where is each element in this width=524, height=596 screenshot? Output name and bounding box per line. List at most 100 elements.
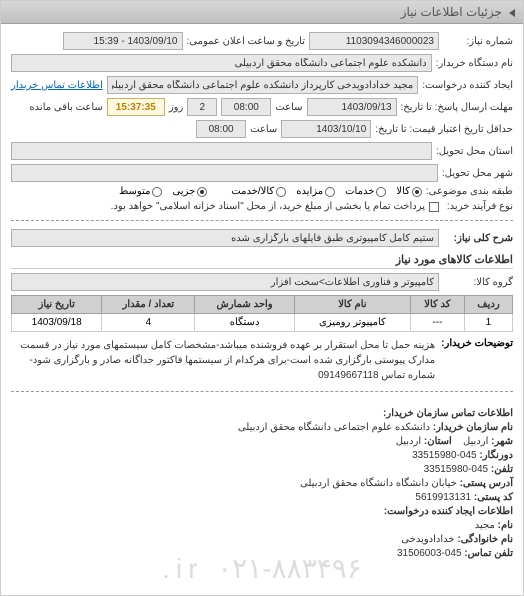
page-header: جزئیات اطلاعات نیاز <box>1 1 523 24</box>
radio-icon <box>325 187 335 197</box>
radio-khadamat[interactable]: خدمات <box>345 186 386 197</box>
request-no-label: شماره نیاز: <box>443 36 513 47</box>
postal-value: 5619913131 <box>415 492 471 503</box>
radio-motavasset[interactable]: متوسط <box>119 186 162 197</box>
validity-date-input[interactable] <box>281 120 371 138</box>
postal-label: کد پستی: <box>474 492 513 503</box>
info-fname: نام: مجید <box>11 520 513 531</box>
validity-time-input[interactable] <box>196 120 246 138</box>
province-label: استان: <box>424 436 452 447</box>
announce-label: تاریخ و ساعت اعلان عمومی: <box>187 36 306 47</box>
org-label: نام سازمان خریدار: <box>433 422 513 433</box>
desc-block: توضیحات خریدار: هزینه حمل تا محل استقرار… <box>11 338 513 383</box>
row-buyer-org: نام دستگاه خریدار: <box>11 54 513 72</box>
info-cphone: تلفن تماس: 045-31506003 <box>11 548 513 559</box>
cell-date: 1403/09/18 <box>12 314 102 332</box>
info-address: آدرس پستی: خیابان دانشگاه دانشگاه محقق ا… <box>11 478 513 489</box>
radio-kala[interactable]: کالا <box>396 186 422 197</box>
fax-label: دورنگار: <box>479 450 513 461</box>
page-title: جزئیات اطلاعات نیاز <box>401 5 502 19</box>
payment-label: نوع فرآیند خرید: <box>443 201 513 212</box>
phone-value: 045-33515980 <box>424 464 489 475</box>
phone-label: تلفن: <box>491 464 513 475</box>
category-radio-group: کالا خدمات مزایده کالا/خدمت <box>231 186 422 197</box>
col-name: نام کالا <box>294 296 410 314</box>
fname-value: مجید <box>475 520 495 531</box>
announce-input[interactable] <box>63 32 183 50</box>
radio-khadamat-label: خدمات <box>345 186 374 197</box>
payment-text: پرداخت تمام یا بخشی از مبلغ خرید، از محل… <box>11 201 425 212</box>
address-label: آدرس پستی: <box>460 478 513 489</box>
radio-icon <box>412 187 422 197</box>
lname-value: خدادادویدخی <box>401 534 454 545</box>
form-section: شماره نیاز: تاریخ و ساعت اعلان عمومی: نا… <box>1 24 523 408</box>
radio-motavasset-label: متوسط <box>119 186 150 197</box>
delivery-city-input[interactable] <box>11 164 438 182</box>
desc-text: هزینه حمل تا محل استقرار بر عهده فروشنده… <box>11 338 435 383</box>
cell-code: --- <box>410 314 464 332</box>
delivery-province-input[interactable] <box>11 142 432 160</box>
info-phone: تلفن: 045-33515980 <box>11 464 513 475</box>
org-value: دانشکده علوم اجتماعی دانشگاه محقق اردبیل… <box>238 422 430 433</box>
fname-label: نام: <box>498 520 513 531</box>
group-input[interactable] <box>11 273 439 291</box>
address-value: خیابان دانشگاه دانشگاه محقق اردبیلی <box>300 478 457 489</box>
buyer-org-label: نام دستگاه خریدار: <box>436 58 513 69</box>
radio-kala-khadamat-label: کالا/خدمت <box>231 186 274 197</box>
cphone-label: تلفن تماس: <box>464 548 513 559</box>
request-no-input[interactable] <box>309 32 439 50</box>
goods-table: ردیف کد کالا نام کالا واحد شمارش تعداد /… <box>11 295 513 332</box>
creator-section-title: اطلاعات ایجاد کننده درخواست: <box>11 506 513 517</box>
validity-label: حداقل تاریخ اعتبار قیمت: تا تاریخ: <box>375 124 513 135</box>
deadline-date-input[interactable] <box>307 98 397 116</box>
row-creator: ایجاد کننده درخواست: اطلاعات تماس خریدار <box>11 76 513 94</box>
remaining-days-input[interactable] <box>187 98 217 116</box>
table-header-row: ردیف کد کالا نام کالا واحد شمارش تعداد /… <box>12 296 513 314</box>
buyer-org-input[interactable] <box>11 54 432 72</box>
city-value: اردبیل <box>463 436 488 447</box>
radio-jozi[interactable]: جزیی <box>172 186 207 197</box>
countdown-input <box>107 98 165 116</box>
creator-input[interactable] <box>107 76 418 94</box>
payment-checkbox[interactable] <box>429 202 439 212</box>
col-date: تاریخ نیاز <box>12 296 102 314</box>
radio-icon <box>197 187 207 197</box>
row-delivery-province: استان محل تحویل: <box>11 142 513 160</box>
desc-label: توضیحات خریدار: <box>441 338 513 383</box>
radio-kala-khadamat[interactable]: کالا/خدمت <box>231 186 286 197</box>
category-label: طبقه بندی موضوعی: <box>426 186 513 197</box>
arrow-left-icon <box>509 9 515 17</box>
info-lname: نام خانوادگی: خدادادویدخی <box>11 534 513 545</box>
province-value: اردبیل <box>396 436 421 447</box>
table-row[interactable]: 1 --- کامپیوتر رومیزی دستگاه 4 1403/09/1… <box>12 314 513 332</box>
creator-label: ایجاد کننده درخواست: <box>422 80 513 91</box>
info-postal: کد پستی: 5619913131 <box>11 492 513 503</box>
contact-section-title-text: اطلاعات تماس سازمان خریدار: <box>383 408 513 419</box>
radio-icon <box>276 187 286 197</box>
radio-icon <box>376 187 386 197</box>
need-title-label: شرح کلی نیاز: <box>443 233 513 244</box>
radio-mazayede-label: مزایده <box>296 186 323 197</box>
col-row: ردیف <box>464 296 512 314</box>
deadline-time-input[interactable] <box>221 98 271 116</box>
delivery-province-label: استان محل تحویل: <box>436 146 513 157</box>
col-unit: واحد شمارش <box>195 296 295 314</box>
radio-icon <box>152 187 162 197</box>
need-title-input[interactable] <box>11 229 439 247</box>
info-org: نام سازمان خریدار: دانشکده علوم اجتماعی … <box>11 422 513 433</box>
radio-jozi-label: جزیی <box>172 186 195 197</box>
radio-mazayede[interactable]: مزایده <box>296 186 335 197</box>
radio-kala-label: کالا <box>396 186 410 197</box>
contact-section-title: اطلاعات تماس سازمان خریدار: <box>11 408 513 419</box>
cell-qty: 4 <box>102 314 195 332</box>
info-city-province: شهر: اردبیل استان: اردبیل <box>11 436 513 447</box>
row-request-no: شماره نیاز: تاریخ و ساعت اعلان عمومی: <box>11 32 513 50</box>
delivery-city-label: شهر محل تحویل: <box>442 168 513 179</box>
col-qty: تعداد / مقدار <box>102 296 195 314</box>
group-label: گروه کالا: <box>443 277 513 288</box>
goods-section-title: اطلاعات کالاهای مورد نیاز <box>11 253 513 269</box>
row-category: طبقه بندی موضوعی: کالا خدمات مزایده کالا… <box>11 186 513 197</box>
row-validity: حداقل تاریخ اعتبار قیمت: تا تاریخ: ساعت <box>11 120 513 138</box>
deadline-label: مهلت ارسال پاسخ: تا تاریخ: <box>401 102 513 113</box>
buyer-contact-link[interactable]: اطلاعات تماس خریدار <box>11 80 103 91</box>
